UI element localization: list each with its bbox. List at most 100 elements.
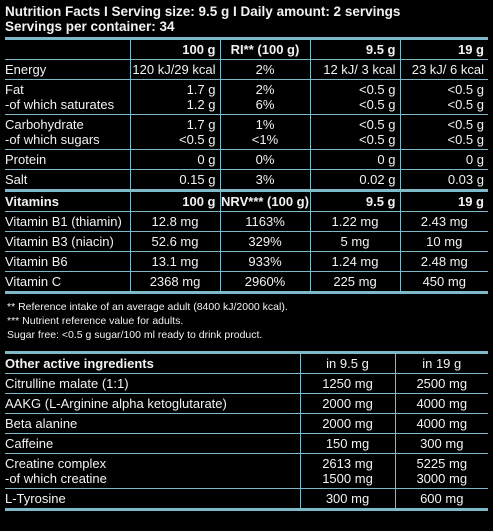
value-ri-line: 0%	[255, 152, 275, 167]
ingredient-label-line: AAKG (L-Arginine alpha ketoglutarate)	[5, 396, 227, 411]
value-per-daily: 0 g	[399, 149, 488, 170]
value-per-100g-line: 0 g	[197, 152, 216, 167]
value-per-100g: 52.6 mg	[129, 231, 220, 252]
value-per-daily-line: <0.5 g	[447, 132, 484, 147]
col-header: 9.5 g	[309, 37, 400, 60]
row-label-line: Energy	[5, 62, 47, 77]
value-per-serving: 12 kJ/ 3 kcal	[309, 59, 400, 80]
col-header: in 19 g	[394, 351, 488, 374]
row-label-line: -of which saturates	[5, 97, 115, 112]
value-per-daily: 23 kJ/ 6 kcal	[399, 59, 488, 80]
value-per-daily: 2.43 mg	[399, 211, 488, 232]
ingredient-label: Caffeine	[5, 433, 300, 454]
value-ri-line: 1%	[255, 117, 275, 132]
col-header: 9.5 g	[309, 189, 400, 212]
value-per-daily: <0.5 g <0.5 g	[399, 79, 488, 115]
col-header: RI** (100 g)	[219, 37, 310, 60]
label-title: Nutrition Facts I Serving size: 9.5 g I …	[5, 4, 401, 19]
footnote: Sugar free: <0.5 g sugar/100 ml ready to…	[7, 329, 263, 341]
value-per-serving: 2613 mg 1500 mg	[299, 453, 395, 489]
value-per-daily: 4000 mg	[394, 393, 488, 414]
value-per-100g: 2368 mg	[129, 271, 220, 291]
value-per-serving: 0.02 g	[309, 169, 400, 189]
value-per-daily-line: <0.5 g	[447, 117, 484, 132]
value-per-serving-line: 1500 mg	[322, 471, 373, 486]
value-per-serving: 150 mg	[299, 433, 395, 454]
nutrition-row: Fat -of which saturates 1.7 g 1.2 g 2% 6% <0.5…	[5, 79, 488, 115]
row-label: Energy	[5, 59, 130, 80]
col-header: 100 g	[129, 189, 220, 212]
value-per-daily: 4000 mg	[394, 413, 488, 434]
value-per-100g: 0.15 g	[129, 169, 220, 189]
vitamins-table: Vitamins 100 g NRV*** (100 g) 9.5 g 19 g…	[5, 189, 488, 291]
value-per-serving: 1.24 mg	[309, 251, 400, 272]
servings-per-container: Servings per container: 34	[5, 19, 175, 34]
value-per-serving: 1.22 mg	[309, 211, 400, 232]
value-per-serving-line: <0.5 g	[358, 117, 396, 132]
ingredient-label: Beta alanine	[5, 413, 300, 434]
ingredient-label: Creatine complex -of which creatine	[5, 453, 300, 489]
value-per-daily-line: 3000 mg	[416, 471, 468, 486]
value-ri: 2% 6%	[219, 79, 310, 115]
value-per-serving-line: 150 mg	[325, 436, 370, 451]
value-nrv: 1163%	[219, 211, 310, 232]
row-label: Vitamin B1 (thiamin)	[5, 211, 130, 232]
value-per-100g-line: 1.2 g	[186, 97, 216, 112]
ingredient-label-line: -of which creatine	[5, 471, 107, 486]
vitamin-row: Vitamin B3 (niacin) 52.6 mg 329% 5 mg 10 mg	[5, 231, 488, 252]
value-per-serving-line: 300 mg	[325, 491, 370, 506]
value-per-daily-line: 23 kJ/ 6 kcal	[411, 62, 484, 77]
col-header: 19 g	[399, 37, 488, 60]
row-label-line: Protein	[5, 152, 47, 167]
value-nrv: 329%	[219, 231, 310, 252]
value-per-serving-line: 1250 mg	[322, 376, 373, 391]
nutrition-row: Protein 0 g 0% 0 g 0 g	[5, 149, 488, 170]
value-per-serving: 300 mg	[299, 488, 395, 508]
value-nrv: 2960%	[219, 271, 310, 291]
value-per-serving-line: <0.5 g	[358, 132, 396, 147]
divider	[5, 508, 488, 511]
row-label-line: Salt	[5, 172, 28, 187]
ingredient-label: Citrulline malate (1:1)	[5, 373, 300, 394]
value-per-daily: 600 mg	[394, 488, 488, 508]
nutrition-header-row: 100 g RI** (100 g) 9.5 g 19 g	[5, 37, 488, 60]
value-per-100g-line: 1.7 g	[186, 117, 216, 132]
value-per-daily-line: 4000 mg	[416, 416, 468, 431]
value-per-100g: 13.1 mg	[129, 251, 220, 272]
value-ri: 3%	[219, 169, 310, 189]
value-per-serving: 2000 mg	[299, 413, 395, 434]
value-per-100g-line: 1.7 g	[186, 82, 216, 97]
nutrition-row: Energy 120 kJ/29 kcal 2% 12 kJ/ 3 kcal 23 kJ…	[5, 59, 488, 80]
value-per-daily-line: 5225 mg	[416, 456, 468, 471]
ingredient-row: Beta alanine 2000 mg 4000 mg	[5, 413, 488, 434]
value-per-daily-line: 300 mg	[420, 436, 464, 451]
col-header: in 9.5 g	[299, 351, 395, 374]
value-per-serving-line: 2000 mg	[322, 416, 373, 431]
value-ri-line: 2%	[255, 82, 275, 97]
value-per-100g: 0 g	[129, 149, 220, 170]
divider	[5, 291, 488, 294]
value-per-serving-line: 0.02 g	[359, 172, 396, 187]
ingredient-row: AAKG (L-Arginine alpha ketoglutarate) 200…	[5, 393, 488, 414]
value-per-daily: 0.03 g	[399, 169, 488, 189]
footnote: *** Nutrient reference value for adults.	[7, 315, 184, 327]
row-label-line: Carbohydrate	[5, 117, 84, 132]
value-per-serving-line: 0 g	[377, 152, 396, 167]
value-per-100g-line: 120 kJ/29 kcal	[132, 62, 216, 77]
value-per-serving-line: 2000 mg	[322, 396, 373, 411]
value-ri-line: 6%	[255, 97, 275, 112]
value-ri: 1% <1%	[219, 114, 310, 150]
value-ri-line: 2%	[255, 62, 275, 77]
value-per-serving: <0.5 g <0.5 g	[309, 79, 400, 115]
nutrition-table: 100 g RI** (100 g) 9.5 g 19 g Energy 120 …	[5, 37, 488, 189]
ingredient-label-line: Caffeine	[5, 436, 54, 451]
nutrition-row: Salt 0.15 g 3% 0.02 g 0.03 g	[5, 169, 488, 189]
value-per-daily: 450 mg	[399, 271, 488, 291]
col-header: NRV*** (100 g)	[219, 189, 310, 212]
value-ri: 0%	[219, 149, 310, 170]
value-per-100g-line: 0.15 g	[179, 172, 216, 187]
value-per-100g: 1.7 g <0.5 g	[129, 114, 220, 150]
row-label: Protein	[5, 149, 130, 170]
value-ri: 2%	[219, 59, 310, 80]
